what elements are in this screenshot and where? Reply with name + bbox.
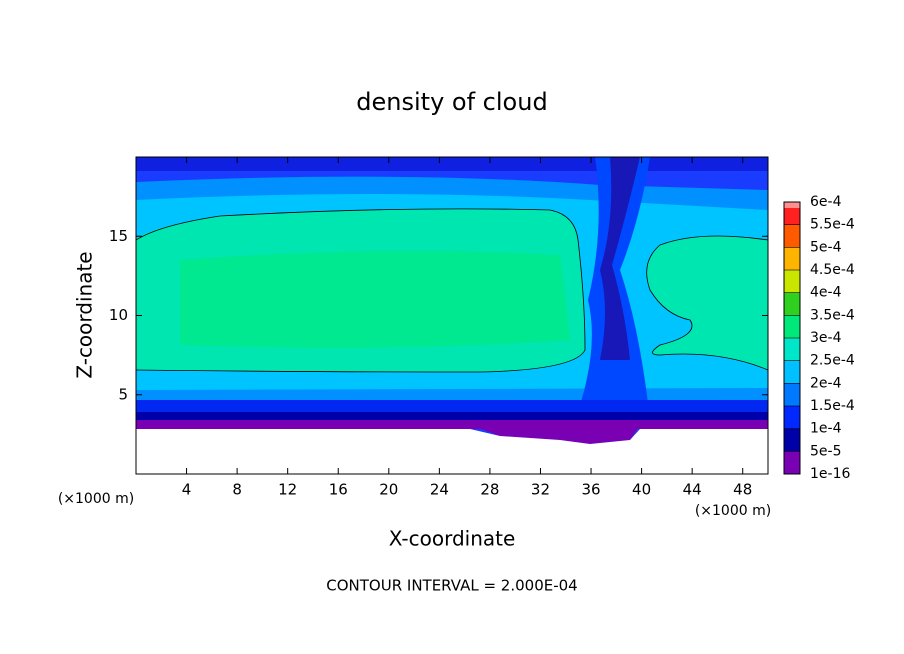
colorbar-band — [784, 360, 800, 384]
field-band — [136, 157, 768, 171]
y-axis-label: Z-coordinate — [73, 251, 97, 378]
y-unit-label: (×1000 m) — [58, 491, 134, 507]
colorbar-label: 5e-5 — [810, 443, 841, 459]
x-tick-label: 28 — [480, 481, 499, 499]
colorbar-top — [784, 202, 800, 208]
colorbar-label: 5e-4 — [810, 239, 842, 255]
x-tick-label: 20 — [379, 481, 398, 499]
colorbar-label: 5.5e-4 — [810, 217, 855, 233]
y-tick-label: 10 — [109, 306, 128, 324]
colorbar-band — [784, 292, 800, 316]
colorbar-label: 3e-4 — [810, 330, 842, 346]
colorbar-label: 1.5e-4 — [810, 398, 855, 414]
contour-field — [136, 157, 768, 474]
colorbar-label: 3.5e-4 — [810, 307, 855, 323]
colorbar-band — [784, 224, 800, 248]
colorbar-band — [784, 315, 800, 338]
colorbar-label: 6e-4 — [810, 194, 842, 210]
field-band — [180, 251, 570, 348]
colorbar-band — [784, 383, 800, 406]
field-band — [136, 412, 768, 422]
colorbar-band — [784, 270, 800, 293]
field-band — [136, 420, 768, 429]
x-tick-label: 40 — [632, 481, 651, 499]
colorbar-band — [784, 451, 800, 474]
colorbar-band — [784, 428, 800, 452]
chart-title: density of cloud — [356, 88, 547, 116]
y-tick-label: 5 — [118, 385, 128, 403]
y-tick-label: 15 — [109, 227, 128, 245]
x-tick-label: 4 — [182, 481, 192, 499]
contour-line — [646, 235, 768, 371]
colorbar-band — [784, 247, 800, 270]
field-band — [600, 157, 640, 360]
x-tick-label: 36 — [581, 481, 600, 499]
colorbar-band — [784, 406, 800, 429]
x-axis-label: X-coordinate — [389, 527, 516, 551]
x-unit-label: (×1000 m) — [695, 503, 771, 519]
colorbar-label: 1e-16 — [810, 466, 850, 482]
x-tick-label: 16 — [329, 481, 348, 499]
colorbar-label: 4e-4 — [810, 285, 842, 301]
colorbar-band — [784, 338, 800, 361]
x-tick-label: 12 — [278, 481, 297, 499]
x-tick-label: 48 — [733, 481, 752, 499]
annotation: CONTOUR INTERVAL = 2.000E-04 — [326, 577, 577, 595]
field-band — [646, 236, 768, 370]
x-tick-label: 8 — [232, 481, 242, 499]
field-band — [136, 429, 768, 474]
colorbar-label: 1e-4 — [810, 421, 842, 437]
contour-line — [136, 208, 586, 373]
colorbar-frame — [783, 201, 801, 475]
colorbar-label: 4.5e-4 — [810, 262, 855, 278]
x-tick-label: 44 — [683, 481, 702, 499]
x-tick-label: 32 — [531, 481, 550, 499]
colorbar-label: 2e-4 — [810, 375, 842, 391]
x-tick-label: 24 — [430, 481, 449, 499]
colorbar-label: 2.5e-4 — [810, 353, 855, 369]
field-band — [470, 425, 640, 444]
